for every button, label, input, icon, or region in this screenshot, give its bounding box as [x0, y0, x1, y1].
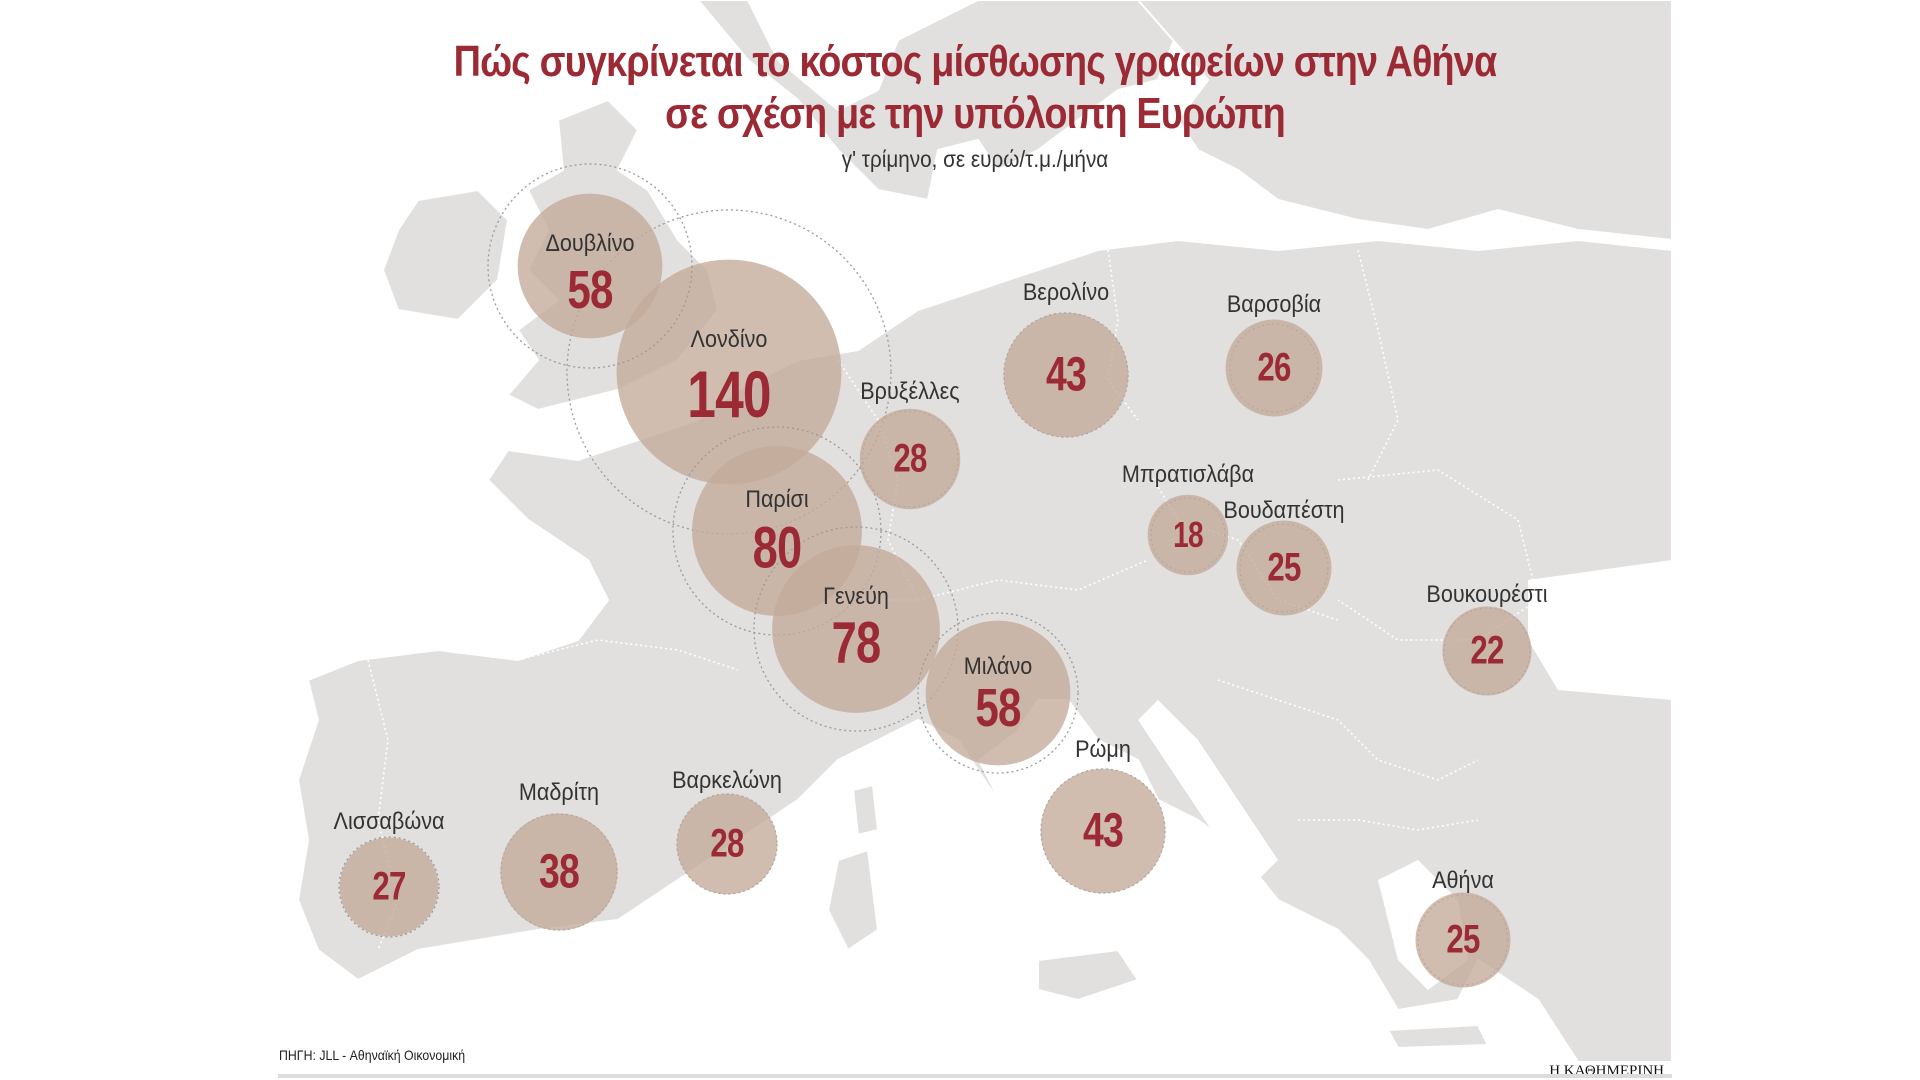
city-value-label: 25 [1446, 917, 1480, 962]
sea-adriatic [1138, 700, 1278, 880]
city-bubble-10 [925, 620, 1071, 766]
city-bubble-2 [859, 408, 961, 510]
land-ireland [381, 188, 510, 322]
city-value-label: 38 [538, 845, 580, 899]
bubble-ring-3 [672, 426, 882, 636]
city-name-label: Γενεύη [823, 583, 889, 610]
border-austria-hungary [1147, 469, 1339, 621]
city-name-label: Λονδίνο [690, 326, 768, 353]
border-greece [1298, 819, 1479, 831]
city-value-label: 43 [1082, 804, 1124, 858]
city-bubble-15 [1415, 892, 1511, 988]
city-bubble-6 [1225, 319, 1323, 417]
city-bubble-4 [772, 545, 940, 713]
city-bubble-12 [339, 837, 439, 937]
city-name-label: Μαδρίτη [518, 779, 600, 806]
bottom-rule [278, 1074, 1672, 1078]
land-corsica [851, 783, 880, 837]
land-sicily [1037, 948, 1140, 1002]
chart-title: Πώς συγκρίνεται το κόστος μίσθωσης γραφε… [453, 37, 1498, 138]
border-romania [1337, 469, 1539, 641]
city-value-label: 58 [975, 678, 1021, 738]
city-name-label: Βουκουρέστι [1426, 581, 1548, 608]
city-name-label: Βερολίνο [1022, 279, 1110, 306]
bubble-layer [338, 163, 1532, 988]
city-name-label: Βαρσοβία [1226, 291, 1322, 318]
city-value-label: 27 [372, 864, 406, 909]
bubble-ring-12 [338, 836, 440, 938]
city-bubble-7 [1147, 494, 1229, 576]
city-bubble-5 [1003, 312, 1129, 438]
city-value-label: 140 [687, 357, 771, 431]
city-value-label: 58 [567, 260, 613, 320]
city-value-label: 80 [752, 515, 803, 581]
city-value-label: 78 [831, 610, 882, 676]
city-name-label: Βουδαπέστη [1223, 497, 1345, 524]
city-bubble-0 [517, 193, 663, 339]
chart-subtitle: γ' τρίμηνο, σε ευρώ/τ.μ./μήνα [841, 146, 1109, 172]
city-bubble-14 [676, 793, 778, 895]
label-layer: Δουβλίνο 58 Λονδίνο 140 Βρυξέλλες 28 Παρίσι 80 Γ… [278, 0, 1672, 1062]
bubble-ring-1 [566, 209, 892, 535]
bubble-ring-4 [753, 526, 959, 732]
city-value-label: 28 [710, 821, 744, 866]
land-crete [1386, 1023, 1490, 1050]
land-northeast [1136, 0, 1672, 242]
sea-black [1528, 560, 1672, 700]
land-scandinavia [696, 0, 1180, 202]
border-poland-east [1357, 249, 1399, 481]
city-name-label: Βαρκελώνη [672, 767, 782, 794]
city-bubble-8 [1236, 520, 1332, 616]
city-value-label: 28 [893, 436, 927, 481]
city-bubble-13 [500, 813, 618, 931]
city-name-label: Δουβλίνο [545, 230, 635, 257]
city-value-label: 25 [1267, 545, 1301, 590]
source-note: ΠΗΓΗ: JLL - Αθηναϊκή Οικονομική [279, 1047, 466, 1063]
city-name-label: Λισσαβώνα [333, 808, 445, 835]
land-sardinia [826, 848, 880, 952]
city-name-label: Ρώμη [1075, 736, 1131, 763]
border-france-spain [517, 639, 739, 671]
city-bubble-1 [616, 259, 842, 485]
city-value-label: 43 [1045, 348, 1087, 402]
city-name-label: Αθήνα [1432, 867, 1494, 894]
city-bubble-11 [1040, 768, 1166, 894]
city-name-label: Μιλάνο [963, 653, 1033, 680]
city-bubble-9 [1442, 606, 1532, 696]
city-value-label: 18 [1173, 514, 1203, 555]
europe-map: Δουβλίνο 58 Λονδίνο 140 Βρυξέλλες 28 Παρίσι 80 Γ… [278, 0, 1672, 1062]
bubble-ring-0 [487, 163, 693, 369]
title-block: Πώς συγκρίνεται το κόστος μίσθωσης γραφε… [278, 36, 1672, 173]
city-value-label: 22 [1470, 628, 1504, 673]
city-name-label: Παρίσι [745, 486, 809, 513]
city-value-label: 26 [1257, 345, 1291, 390]
city-name-label: Βρυξέλλες [860, 378, 960, 405]
city-name-label: Μπρατισλάβα [1121, 461, 1255, 488]
bubble-ring-10 [917, 612, 1079, 774]
